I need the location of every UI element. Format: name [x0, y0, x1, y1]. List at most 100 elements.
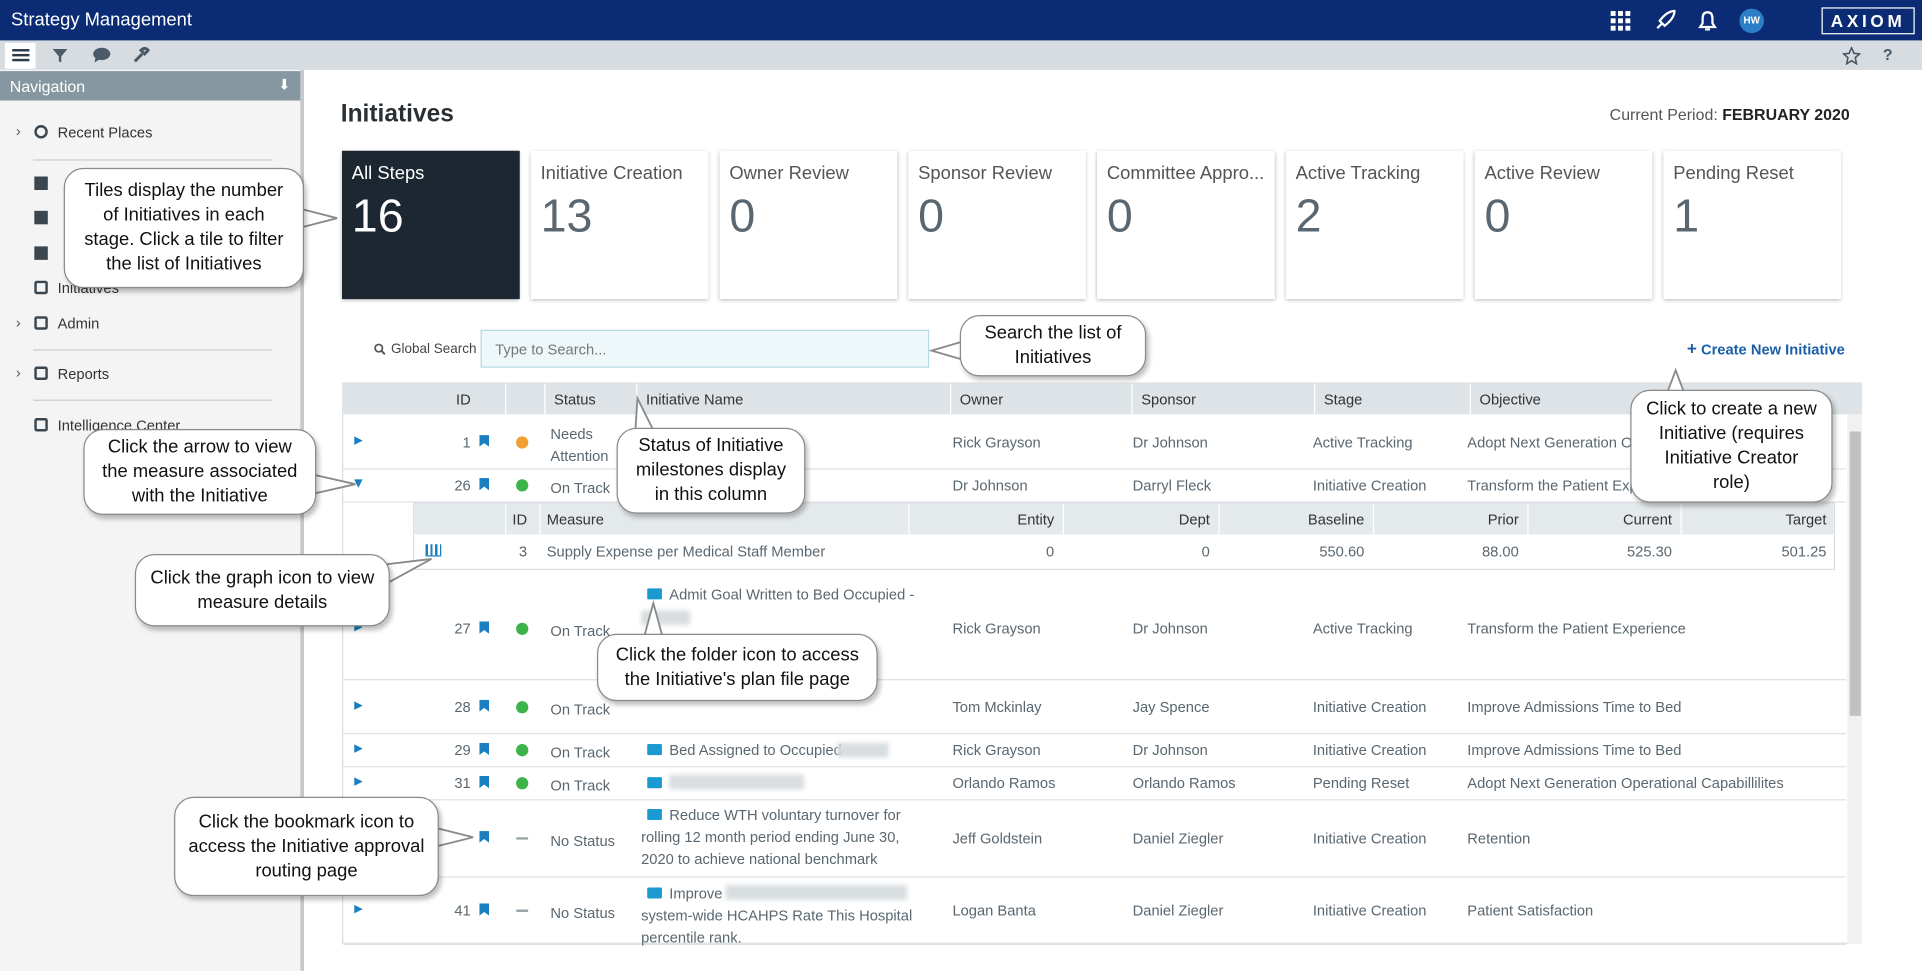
expand-arrow[interactable]: ▶ [354, 433, 363, 446]
tools-icon[interactable] [132, 46, 150, 64]
bookmark-icon[interactable] [479, 478, 490, 491]
search-input[interactable] [480, 329, 930, 368]
nav-item[interactable]: Recent Places [57, 123, 153, 141]
column-header[interactable]: Stage [1323, 391, 1363, 409]
bookmark-icon[interactable] [479, 830, 490, 843]
bookmark-icon[interactable] [479, 775, 490, 789]
filter-icon[interactable] [51, 47, 68, 64]
cell-objective: Transform the Patient Expe [1467, 476, 1646, 494]
measure-column-header: Prior [1487, 511, 1519, 529]
expand-chevron[interactable]: › [15, 313, 21, 331]
top-bar [0, 0, 1922, 41]
initiative-name[interactable]: Reduce WTH voluntary turnover for rollin… [641, 806, 901, 868]
expand-arrow[interactable]: ▶ [354, 620, 362, 633]
initiative-name[interactable]: Admit Goal Written to Bed Occupied - [669, 585, 915, 604]
cell-stage: Active Tracking [1312, 433, 1413, 451]
tile-count: 1 [1673, 191, 1700, 243]
cell-sponsor: Dr Johnson [1132, 741, 1208, 759]
column-separator [908, 503, 910, 535]
comments-icon[interactable] [92, 47, 112, 64]
expand-chevron[interactable]: › [15, 364, 21, 382]
tile-count: 0 [1484, 191, 1511, 243]
tile-count: 0 [1106, 191, 1133, 243]
help-icon[interactable]: ? [1882, 45, 1893, 64]
expand-arrow[interactable]: ▶ [354, 741, 363, 754]
sidebar-header [0, 71, 301, 101]
initiative-name[interactable]: Bed Assigned to Occupied [669, 741, 842, 759]
column-separator [539, 503, 541, 535]
favorite-icon[interactable] [1842, 46, 1861, 65]
user-avatar[interactable]: HW [1739, 8, 1764, 34]
notifications-icon[interactable] [1695, 9, 1720, 34]
folder-icon[interactable] [647, 744, 662, 756]
apps-icon[interactable] [1608, 9, 1633, 34]
measure-column-header: Entity [1017, 511, 1055, 529]
column-header[interactable]: Status [554, 391, 596, 409]
callout: Click to create a new Initiative (requir… [1630, 389, 1833, 503]
create-initiative-button[interactable]: + Create New Initiative [1687, 338, 1845, 358]
cell-sponsor: Daniel Ziegler [1132, 902, 1224, 920]
app-title: Strategy Management [11, 9, 192, 31]
bookmark-icon[interactable] [479, 434, 490, 447]
expand-chevron[interactable]: › [15, 122, 21, 140]
stage-tile[interactable] [341, 150, 520, 300]
bookmark-icon[interactable] [479, 742, 490, 756]
stage-tile[interactable] [1285, 150, 1464, 300]
column-header[interactable]: Owner [959, 391, 1004, 409]
status-icon [516, 744, 529, 757]
expand-arrow[interactable]: ▶ [354, 902, 363, 915]
column-header[interactable]: Sponsor [1141, 391, 1197, 409]
graph-icon[interactable] [425, 544, 442, 557]
folder-icon[interactable] [647, 887, 662, 899]
measure-column-header: ID [512, 511, 528, 529]
blurred-name [669, 774, 805, 790]
nav-item[interactable]: Admin [57, 315, 100, 333]
measure-column-header: Dept [1178, 511, 1210, 529]
pin-icon[interactable]: ⬇ [278, 75, 291, 94]
stage-tile[interactable] [530, 150, 709, 300]
scrollbar-thumb[interactable] [1849, 431, 1861, 716]
cell-objective: Adopt Next Generation Op [1467, 433, 1641, 451]
column-header[interactable]: ID [455, 391, 471, 409]
bookmark-icon[interactable] [479, 699, 490, 712]
bookmark-icon[interactable] [479, 903, 490, 916]
tile-label: Committee Appro... [1106, 163, 1265, 184]
menu-icon[interactable] [11, 47, 31, 64]
initiative-name[interactable]: Improve [669, 885, 723, 903]
expand-arrow[interactable]: ▶ [354, 774, 363, 787]
column-header[interactable]: Objective [1479, 391, 1541, 409]
initiative-id: 1 [462, 433, 471, 451]
expand-arrow[interactable]: ▶ [354, 698, 363, 711]
stage-tile[interactable] [719, 150, 898, 300]
cell-sponsor: Dr Johnson [1132, 620, 1208, 638]
rocket-icon[interactable] [1652, 9, 1677, 34]
callout: Click the arrow to view the measure asso… [83, 429, 317, 515]
folder-icon[interactable] [647, 588, 662, 600]
nav-icon [34, 366, 48, 380]
cell-objective: Retention [1467, 829, 1531, 847]
nav-item[interactable]: Reports [57, 365, 110, 383]
nav-icon [34, 246, 48, 260]
status-text: On Track [550, 777, 611, 795]
table-header [341, 383, 1862, 415]
initiative-name-cont[interactable]: system-wide HCAHPS Rate This Hospital pe… [641, 907, 913, 947]
initiative-id: 29 [454, 741, 471, 759]
status-icon [516, 777, 529, 790]
folder-icon[interactable] [647, 777, 662, 789]
column-header[interactable]: Initiative Name [645, 391, 744, 409]
tile-count: 0 [729, 191, 756, 243]
column-separator [1527, 503, 1529, 535]
stage-tile[interactable] [1663, 150, 1842, 300]
blurred-name [725, 885, 908, 900]
stage-tile[interactable] [908, 150, 1087, 300]
folder-icon[interactable] [647, 809, 662, 821]
bookmark-icon[interactable] [479, 621, 490, 634]
nav-icon [34, 417, 48, 432]
stage-tile[interactable] [1474, 150, 1653, 300]
brand-logo: AXIOM [1821, 7, 1915, 35]
measure-cell: 550.60 [1319, 543, 1365, 561]
measure-cell: 88.00 [1481, 543, 1519, 561]
stage-tile[interactable] [1097, 150, 1275, 300]
cell-owner: Tom Mckinlay [952, 698, 1042, 716]
